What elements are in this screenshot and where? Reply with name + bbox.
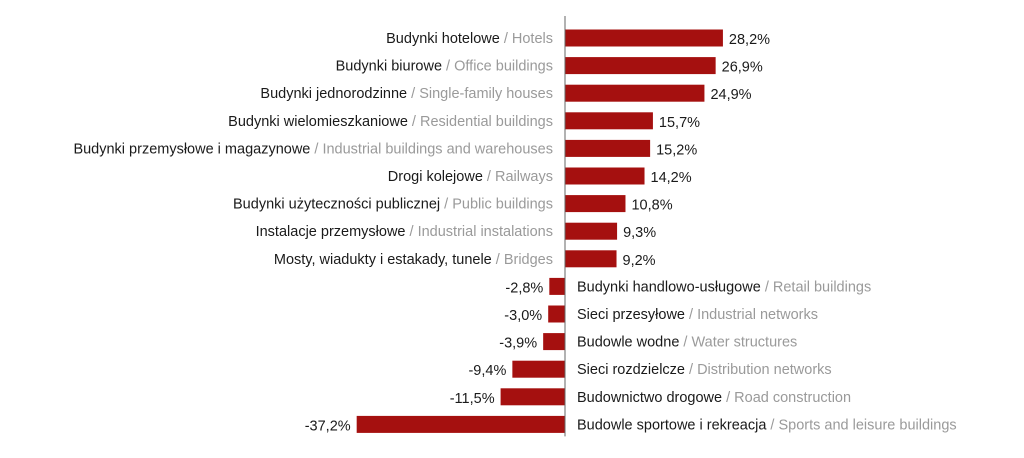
category-label-4: Budynki wielomieszkaniowe / Residential …	[228, 114, 553, 130]
bars-group	[356, 29, 723, 433]
value-label-8: 9,3%	[623, 225, 656, 241]
bar-2	[565, 57, 716, 75]
category-label-pl: Sieci rozdzielcze	[577, 362, 685, 378]
category-label-2: Budynki biurowe / Office buildings	[336, 59, 553, 75]
category-label-7: Budynki użyteczności publicznej / Public…	[233, 197, 553, 213]
category-label-en: / Industrial buildings and warehouses	[310, 141, 553, 157]
value-label-14: -11,5%	[450, 391, 495, 407]
category-label-9: Mosty, wiadukty i estakady, tunele / Bri…	[274, 252, 553, 268]
category-label-en: / Road construction	[722, 390, 851, 406]
category-label-pl: Budynki użyteczności publicznej	[233, 197, 440, 213]
value-label-12: -3,9%	[499, 336, 537, 352]
category-label-14: Budownictwo drogowe / Road construction	[577, 390, 851, 406]
category-label-1: Budynki hotelowe / Hotels	[386, 31, 553, 47]
value-label-10: -2,8%	[505, 280, 543, 296]
value-label-3: 24,9%	[710, 87, 751, 103]
category-label-en: / Industrial networks	[685, 307, 818, 323]
bar-7	[565, 195, 626, 213]
category-label-en: / Sports and leisure buildings	[766, 417, 956, 433]
category-label-en: / Office buildings	[442, 59, 553, 75]
value-label-7: 10,8%	[631, 198, 672, 214]
bar-5	[565, 139, 651, 157]
category-label-pl: Budownictwo drogowe	[577, 390, 722, 406]
category-label-pl: Budowle wodne	[577, 335, 679, 351]
category-label-pl: Budynki jednorodzinne	[260, 86, 407, 102]
bar-8	[565, 222, 618, 240]
bar-1	[565, 29, 723, 47]
bar-12	[543, 333, 565, 351]
category-label-en: / Public buildings	[440, 197, 553, 213]
category-label-13: Sieci rozdzielcze / Distribution network…	[577, 362, 832, 378]
category-label-pl: Budowle sportowe i rekreacja	[577, 417, 767, 433]
value-label-15: -37,2%	[305, 418, 351, 434]
category-label-en: / Retail buildings	[761, 279, 871, 295]
bar-14	[500, 388, 565, 406]
category-labels-group: Budynki hotelowe / Hotels Budynki biurowe…	[73, 31, 956, 433]
category-label-12: Budowle wodne / Water structures	[577, 335, 797, 351]
bar-11	[548, 305, 565, 323]
value-label-4: 15,7%	[659, 115, 700, 131]
category-label-en: / Residential buildings	[408, 114, 553, 130]
value-label-2: 26,9%	[722, 60, 763, 76]
bar-15	[356, 415, 565, 433]
bar-10	[549, 277, 565, 295]
value-label-1: 28,2%	[729, 32, 770, 48]
category-label-en: / Distribution networks	[685, 362, 832, 378]
category-label-pl: Sieci przesyłowe	[577, 307, 685, 323]
category-label-pl: Instalacje przemysłowe	[256, 224, 406, 240]
category-label-pl: Budynki wielomieszkaniowe	[228, 114, 408, 130]
category-label-8: Instalacje przemysłowe / Industrial inst…	[256, 224, 553, 240]
category-label-en: / Industrial instalations	[406, 224, 554, 240]
category-label-pl: Drogi kolejowe	[388, 169, 483, 185]
value-label-5: 15,2%	[656, 142, 697, 158]
bar-4	[565, 112, 653, 130]
value-label-11: -3,0%	[504, 308, 542, 324]
category-label-en: / Water structures	[679, 335, 797, 351]
category-label-en: / Bridges	[492, 252, 553, 268]
category-label-pl: Budynki biurowe	[336, 59, 442, 75]
category-label-6: Drogi kolejowe / Railways	[388, 169, 553, 185]
value-labels-group: 28,2% 26,9% 24,9% 15,7% 15,2% 14,2% 10,8% 9,3% 9…	[305, 32, 770, 434]
bar-6	[565, 167, 645, 185]
bar-3	[565, 84, 705, 102]
category-label-pl: Budynki handlowo-usługowe	[577, 279, 761, 295]
category-label-5: Budynki przemysłowe i magazynowe / Indus…	[73, 141, 553, 157]
value-label-6: 14,2%	[651, 170, 692, 186]
value-label-13: -9,4%	[468, 363, 506, 379]
category-label-11: Sieci przesyłowe / Industrial networks	[577, 307, 818, 323]
category-label-pl: Budynki przemysłowe i magazynowe	[73, 141, 310, 157]
bar-13	[512, 360, 565, 378]
category-label-en: / Hotels	[500, 31, 553, 47]
category-label-10: Budynki handlowo-usługowe / Retail build…	[577, 279, 871, 295]
category-label-3: Budynki jednorodzinne / Single-family ho…	[260, 86, 553, 102]
category-label-15: Budowle sportowe i rekreacja / Sports an…	[577, 417, 957, 433]
category-label-pl: Budynki hotelowe	[386, 31, 500, 47]
category-label-pl: Mosty, wiadukty i estakady, tunele	[274, 252, 492, 268]
category-label-en: / Single-family houses	[407, 86, 553, 102]
category-label-en: / Railways	[483, 169, 553, 185]
bar-9	[565, 250, 617, 268]
value-label-9: 9,2%	[623, 253, 656, 269]
